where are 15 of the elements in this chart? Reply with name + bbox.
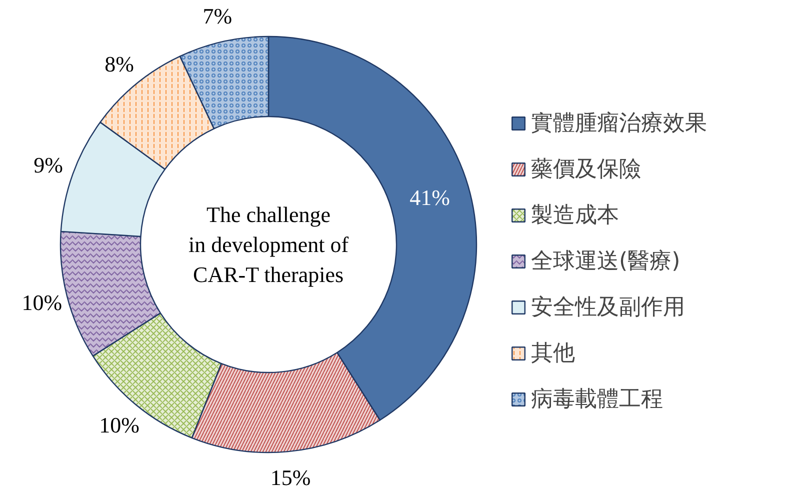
legend-label: 其他 xyxy=(531,340,575,368)
text: The challenge in development of CAR-T therapies xyxy=(188,202,350,287)
data-label: 41% xyxy=(410,185,450,210)
data-label: 7% xyxy=(202,4,232,29)
legend-label: 安全性及副作用 xyxy=(531,294,685,322)
data-label: 10% xyxy=(22,290,62,316)
legend-label: 病毒載體工程 xyxy=(531,386,663,414)
data-label: 9% xyxy=(34,152,63,178)
legend-label: 藥價及保險 xyxy=(531,156,641,184)
legend-label: 實體腫瘤治療效果 xyxy=(531,110,707,138)
data-label: 10% xyxy=(99,412,140,438)
data-label: 8% xyxy=(104,52,134,77)
legend-label: 製造成本 xyxy=(531,202,619,230)
legend-label: 全球運送(醫療) xyxy=(531,248,680,276)
data-label: 15% xyxy=(270,464,311,490)
